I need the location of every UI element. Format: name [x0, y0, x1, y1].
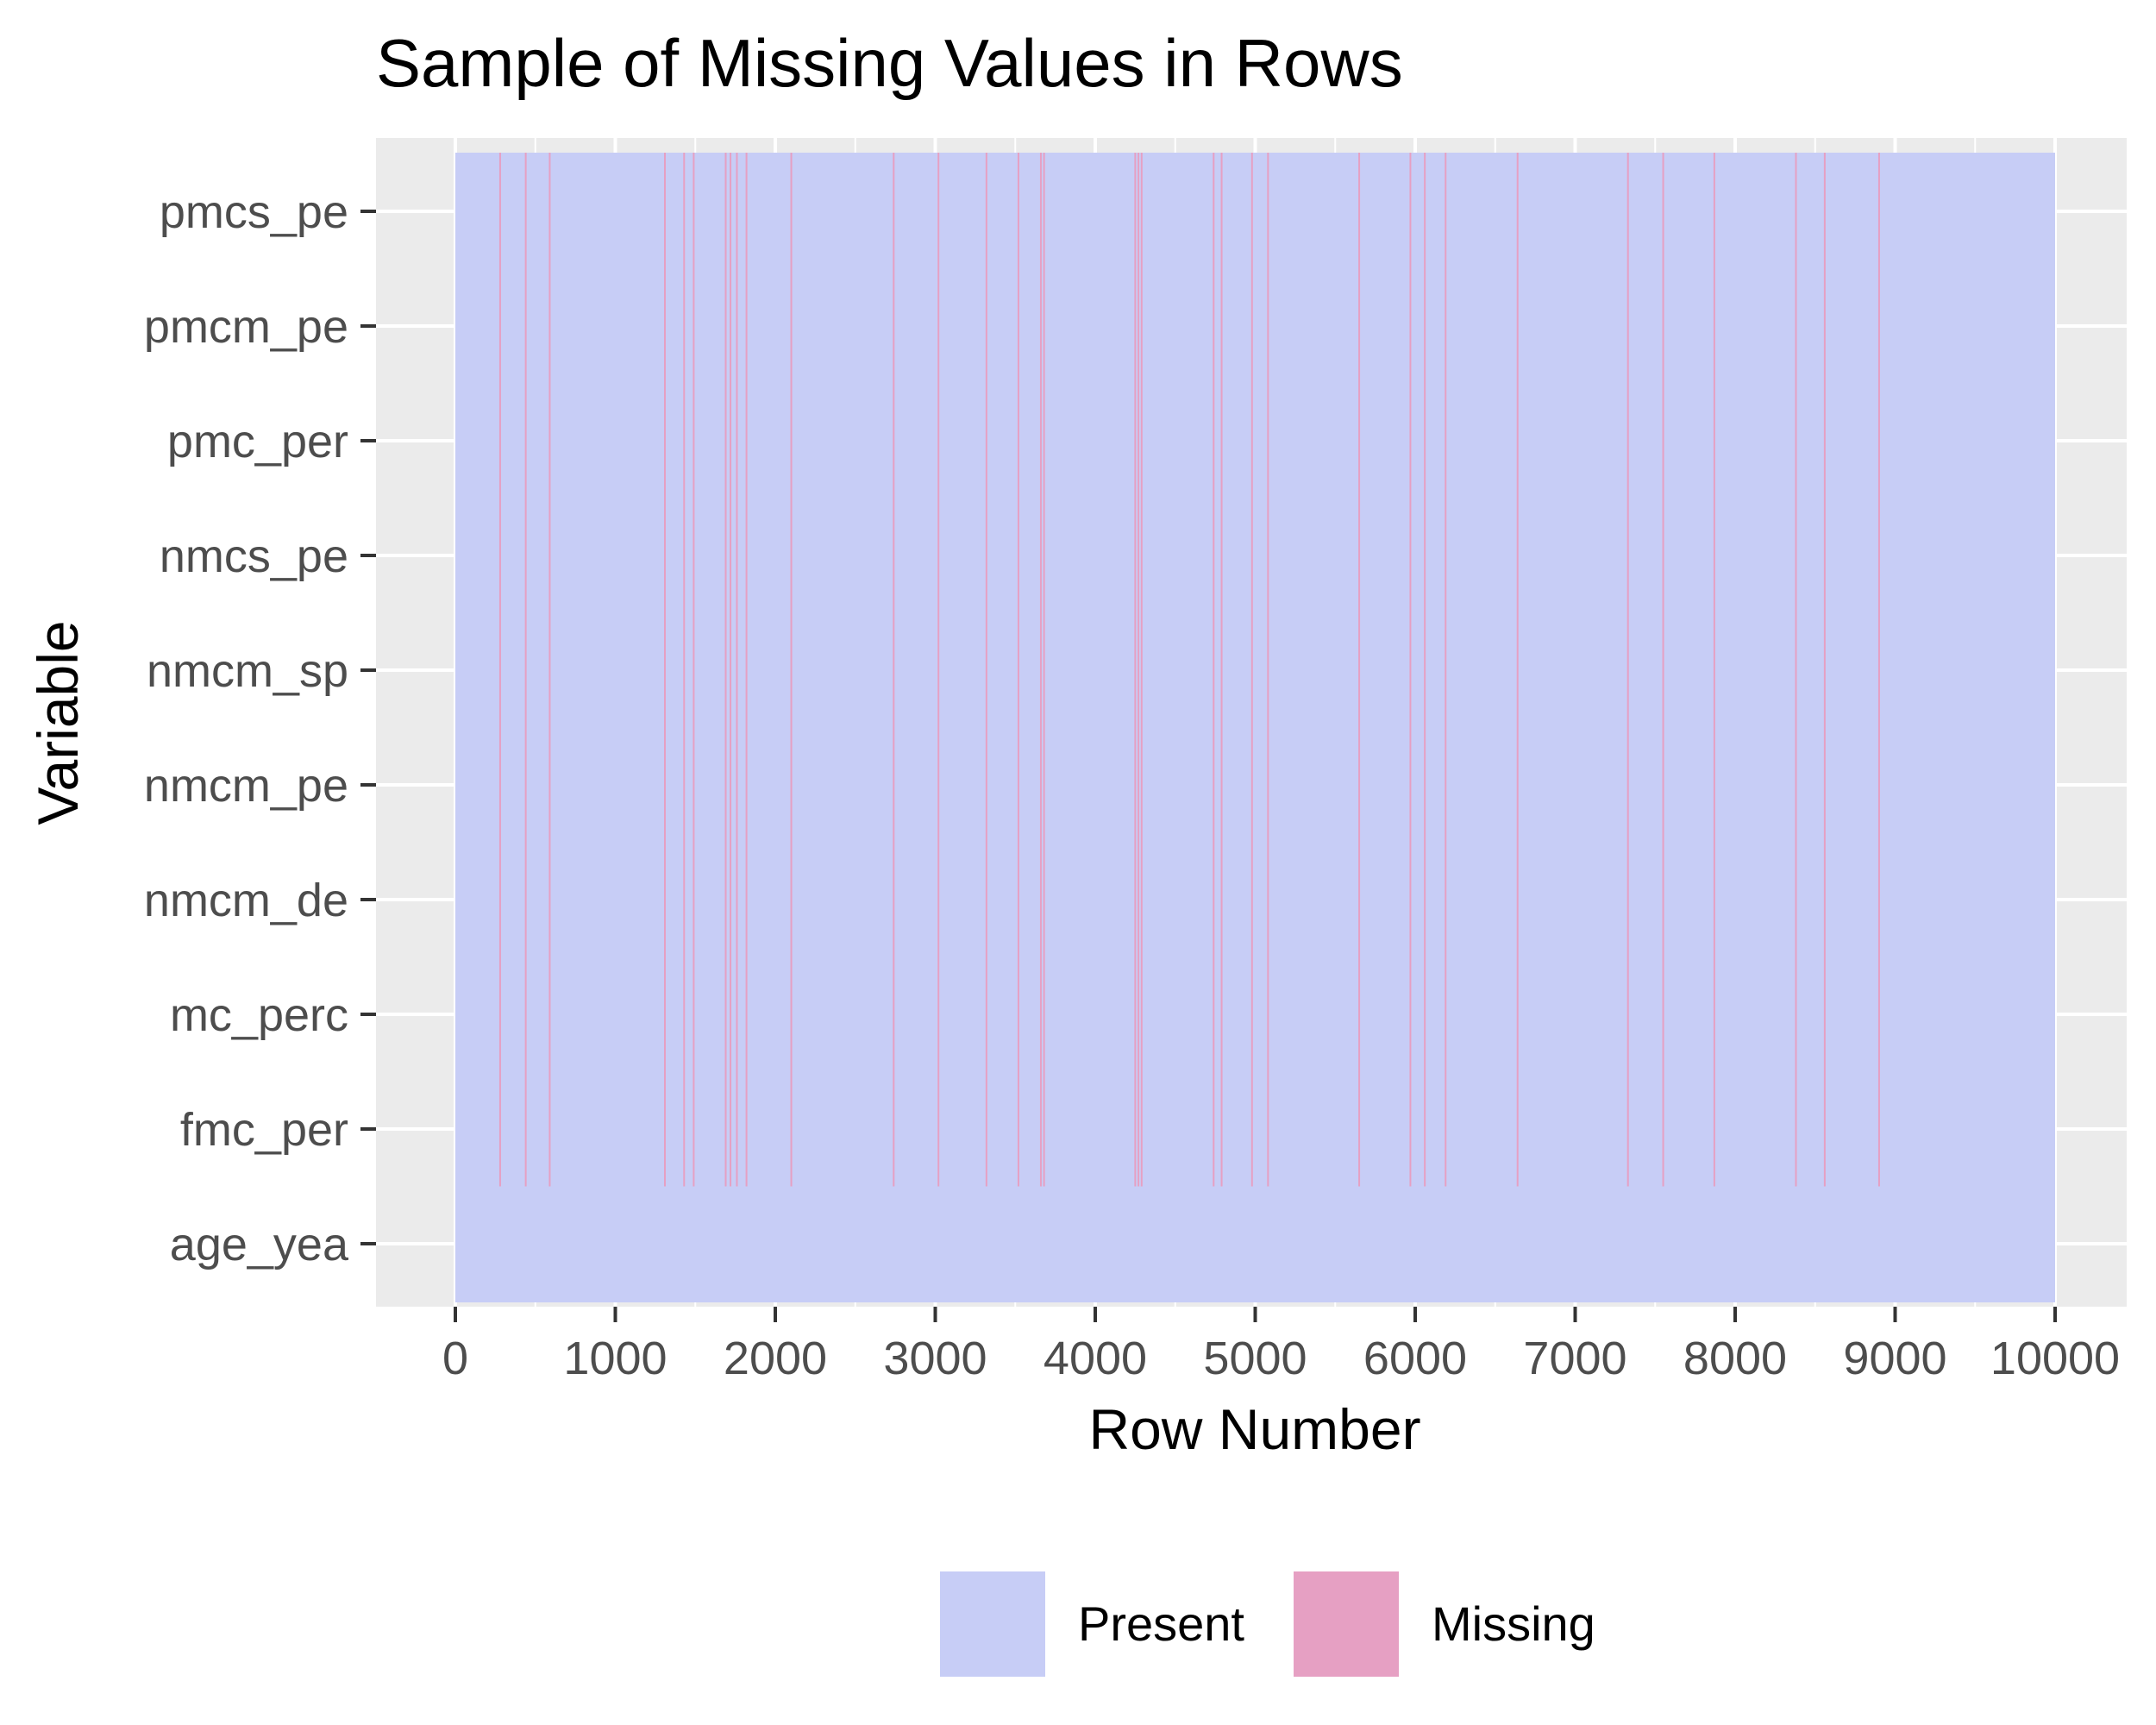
y-tick-label: fmc_per: [180, 1104, 348, 1156]
tile-present-fmc_per: [455, 1071, 2055, 1187]
tile-missing: [745, 153, 748, 1187]
x-axis-title: Row Number: [1088, 1397, 1420, 1461]
tile-missing: [1516, 153, 1519, 1187]
tile-missing: [893, 153, 895, 1187]
tile-missing: [1140, 153, 1143, 1187]
x-tick-label: 10000: [1990, 1333, 2120, 1384]
tile-missing: [1213, 153, 1215, 1187]
y-tick-label: nmcm_sp: [147, 645, 348, 697]
tile-missing: [524, 153, 527, 1187]
tile-missing: [498, 153, 501, 1187]
tile-present-pmcs_pe: [455, 153, 2055, 269]
tile-missing: [1138, 153, 1140, 1187]
tile-present-nmcm_sp: [455, 612, 2055, 728]
x-tick-label: 2000: [724, 1333, 827, 1384]
x-tick-label: 0: [442, 1333, 468, 1384]
x-tick-label: 7000: [1523, 1333, 1626, 1384]
y-axis-title: Variable: [26, 620, 90, 825]
tile-missing: [1017, 153, 1019, 1187]
tile-missing: [1409, 153, 1412, 1187]
tile-missing: [1713, 153, 1715, 1187]
tile-present-nmcm_pe: [455, 727, 2055, 843]
y-tick-label: age_yea: [170, 1219, 349, 1270]
tile-missing: [693, 153, 695, 1187]
tile-missing: [548, 153, 551, 1187]
tile-present-age_yea: [455, 1186, 2055, 1302]
tile-missing: [1134, 153, 1137, 1187]
tile-present-nmcm_de: [455, 842, 2055, 957]
x-tick-label: 9000: [1843, 1333, 1946, 1384]
tile-missing: [1626, 153, 1629, 1187]
x-tick-label: 6000: [1363, 1333, 1467, 1384]
y-tick-label: pmc_per: [167, 416, 348, 467]
tile-missing: [730, 153, 732, 1187]
tile-missing: [1823, 153, 1826, 1187]
chart-title: Sample of Missing Values in Rows: [376, 25, 1403, 101]
legend-label-present: Present: [1078, 1596, 1244, 1651]
tile-missing: [1795, 153, 1797, 1187]
tile-missing: [724, 153, 727, 1187]
y-tick-label: pmcm_pe: [144, 301, 348, 353]
tile-missing: [1662, 153, 1664, 1187]
tile-missing: [1267, 153, 1269, 1187]
x-tick-label: 1000: [563, 1333, 667, 1384]
tiles: [455, 153, 2055, 1302]
y-axis: pmcs_pe pmcm_pe pmc_per nmcs_pe nmcm_sp nmcm_…: [144, 186, 376, 1270]
tile-missing: [1043, 153, 1045, 1187]
x-tick-label: 8000: [1683, 1333, 1787, 1384]
tile-missing: [683, 153, 686, 1187]
tile-missing: [736, 153, 738, 1187]
x-tick-label: 3000: [883, 1333, 987, 1384]
tile-present-pmcm_pe: [455, 268, 2055, 384]
legend: Present Missing: [940, 1571, 1595, 1677]
legend-key-present: [940, 1571, 1045, 1677]
x-tick-label: 4000: [1044, 1333, 1147, 1384]
tile-missing: [664, 153, 667, 1187]
legend-label-missing: Missing: [1432, 1596, 1595, 1651]
y-tick-label: nmcm_pe: [144, 760, 348, 812]
tile-missing: [985, 153, 987, 1187]
tile-missing: [1039, 153, 1042, 1187]
tile-missing: [1877, 153, 1880, 1187]
tile-missing: [1220, 153, 1223, 1187]
x-tick-label: 5000: [1203, 1333, 1307, 1384]
tile-missing: [1445, 153, 1447, 1187]
tile-missing: [790, 153, 793, 1187]
tile-present-pmc_per: [455, 383, 2055, 499]
tile-missing: [1424, 153, 1426, 1187]
tile-present-mc_perc: [455, 957, 2055, 1072]
y-tick-label: nmcs_pe: [160, 530, 348, 582]
tile-missing: [1358, 153, 1361, 1187]
legend-key-missing: [1294, 1571, 1399, 1677]
tile-missing: [937, 153, 940, 1187]
x-axis: 0 1000 2000 3000 4000 5000 6000 7000 8000 9000 100…: [442, 1307, 2120, 1384]
y-tick-label: pmcs_pe: [160, 186, 348, 238]
tile-missing: [1250, 153, 1253, 1187]
tile-present-nmcs_pe: [455, 498, 2055, 613]
y-tick-label: mc_perc: [170, 989, 348, 1041]
y-tick-label: nmcm_de: [144, 875, 348, 926]
